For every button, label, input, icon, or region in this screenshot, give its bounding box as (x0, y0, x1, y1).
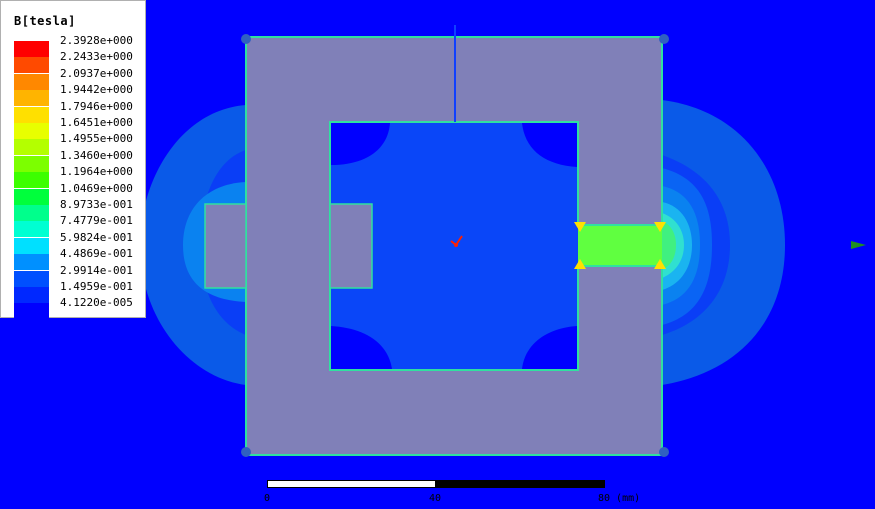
air-gap-hotspot-r-top (654, 222, 666, 232)
coordinate-axes-icon (450, 235, 463, 247)
legend-value: 1.6451e+000 (60, 116, 133, 129)
legend-row: 8.9733e-001 (14, 198, 144, 221)
legend-value: 1.3460e+000 (60, 148, 133, 162)
legend-swatch (14, 254, 49, 271)
legend-swatch (14, 139, 49, 156)
legend-row: 2.2433e+000 (14, 50, 144, 74)
legend-row: 1.0469e+000 (14, 182, 144, 205)
scale-bar-white-segment (267, 480, 436, 488)
legend-swatch (14, 270, 49, 287)
window-corner-tl (331, 123, 390, 165)
legend-swatch (14, 155, 49, 172)
legend-swatch (14, 205, 49, 221)
legend-value: 7.4779e-001 (60, 214, 133, 228)
view-direction-arrow-icon (851, 241, 866, 249)
legend-swatch (14, 303, 49, 320)
color-legend: B[tesla] 2.3928e+000 2.2433e+000 2.0937e+0… (0, 0, 146, 320)
legend-row: 1.4959e-001 (14, 280, 144, 303)
legend-swatch (14, 172, 49, 189)
air-gap-hotspot-l-bottom (574, 259, 586, 269)
legend-swatch (14, 57, 49, 74)
legend-row: 2.9914e-001 (14, 264, 144, 287)
legend-value: 2.9914e-001 (60, 263, 133, 277)
window-corner-bl (331, 326, 392, 369)
legend-title: B[tesla] (14, 14, 76, 28)
legend-swatch (14, 221, 49, 238)
scale-bar: 0 40 80 (mm) (264, 480, 640, 505)
legend-value: 1.9442e+000 (60, 83, 133, 97)
legend-row: 2.3928e+000 (14, 34, 144, 57)
corner-marker-tr (659, 34, 669, 44)
legend-row: 1.3460e+000 (14, 149, 144, 172)
legend-value: 2.3928e+000 (60, 34, 133, 47)
legend-row: 1.1964e+000 (14, 165, 144, 189)
legend-row: 1.7946e+000 (14, 100, 144, 123)
legend-value: 1.4955e+000 (60, 132, 133, 146)
legend-row: 1.6451e+000 (14, 116, 144, 139)
legend-value: 2.2433e+000 (60, 50, 133, 64)
legend-swatch (14, 106, 49, 123)
legend-value: 1.1964e+000 (60, 165, 133, 179)
legend-value: 2.0937e+000 (60, 66, 133, 80)
corner-marker-tl (241, 34, 251, 44)
legend-value: 1.0469e+000 (60, 181, 133, 195)
corner-marker-br (659, 447, 669, 457)
legend-row: 1.4955e+000 (14, 132, 144, 156)
legend-row: 1.9442e+000 (14, 83, 144, 107)
legend-swatch (14, 73, 49, 90)
legend-row: 4.1220e-005 (14, 296, 144, 320)
scale-bar-black-segment (436, 480, 605, 488)
scale-label-mid: 40 (429, 493, 442, 504)
air-gap-core-edge-bottom (578, 265, 662, 267)
legend-value: 1.4959e-001 (60, 280, 133, 293)
legend-value: 4.4869e-001 (60, 247, 133, 261)
window-corner-tr (522, 123, 577, 167)
air-gap-hotspot-l-top (574, 222, 586, 232)
window-corner-br (522, 326, 577, 369)
scale-label-end: 80 (mm) (598, 493, 641, 504)
air-gap-core-edge-top (578, 224, 662, 226)
air-gap-hotspot-r-bottom (654, 259, 666, 269)
legend-swatch (14, 90, 49, 107)
air-gap-field (578, 225, 662, 266)
coil-left-outer (204, 203, 247, 289)
legend-value: 4.1220e-005 (60, 296, 133, 310)
legend-row: 4.4869e-001 (14, 247, 144, 271)
corner-marker-bl (241, 447, 251, 457)
legend-swatch (14, 188, 49, 205)
legend-swatch (14, 41, 49, 57)
legend-row: 2.0937e+000 (14, 67, 144, 90)
scale-label-start: 0 (264, 493, 271, 504)
legend-value: 5.9824e-001 (60, 230, 133, 244)
legend-row: 7.4779e-001 (14, 214, 144, 238)
legend-swatch (14, 123, 49, 139)
legend-swatch (14, 237, 49, 254)
legend-value: 1.7946e+000 (60, 99, 133, 113)
legend-row: 5.9824e-001 (14, 231, 144, 254)
coil-left-inner (329, 203, 373, 289)
legend-swatch (14, 287, 49, 303)
legend-value: 8.9733e-001 (60, 198, 133, 211)
